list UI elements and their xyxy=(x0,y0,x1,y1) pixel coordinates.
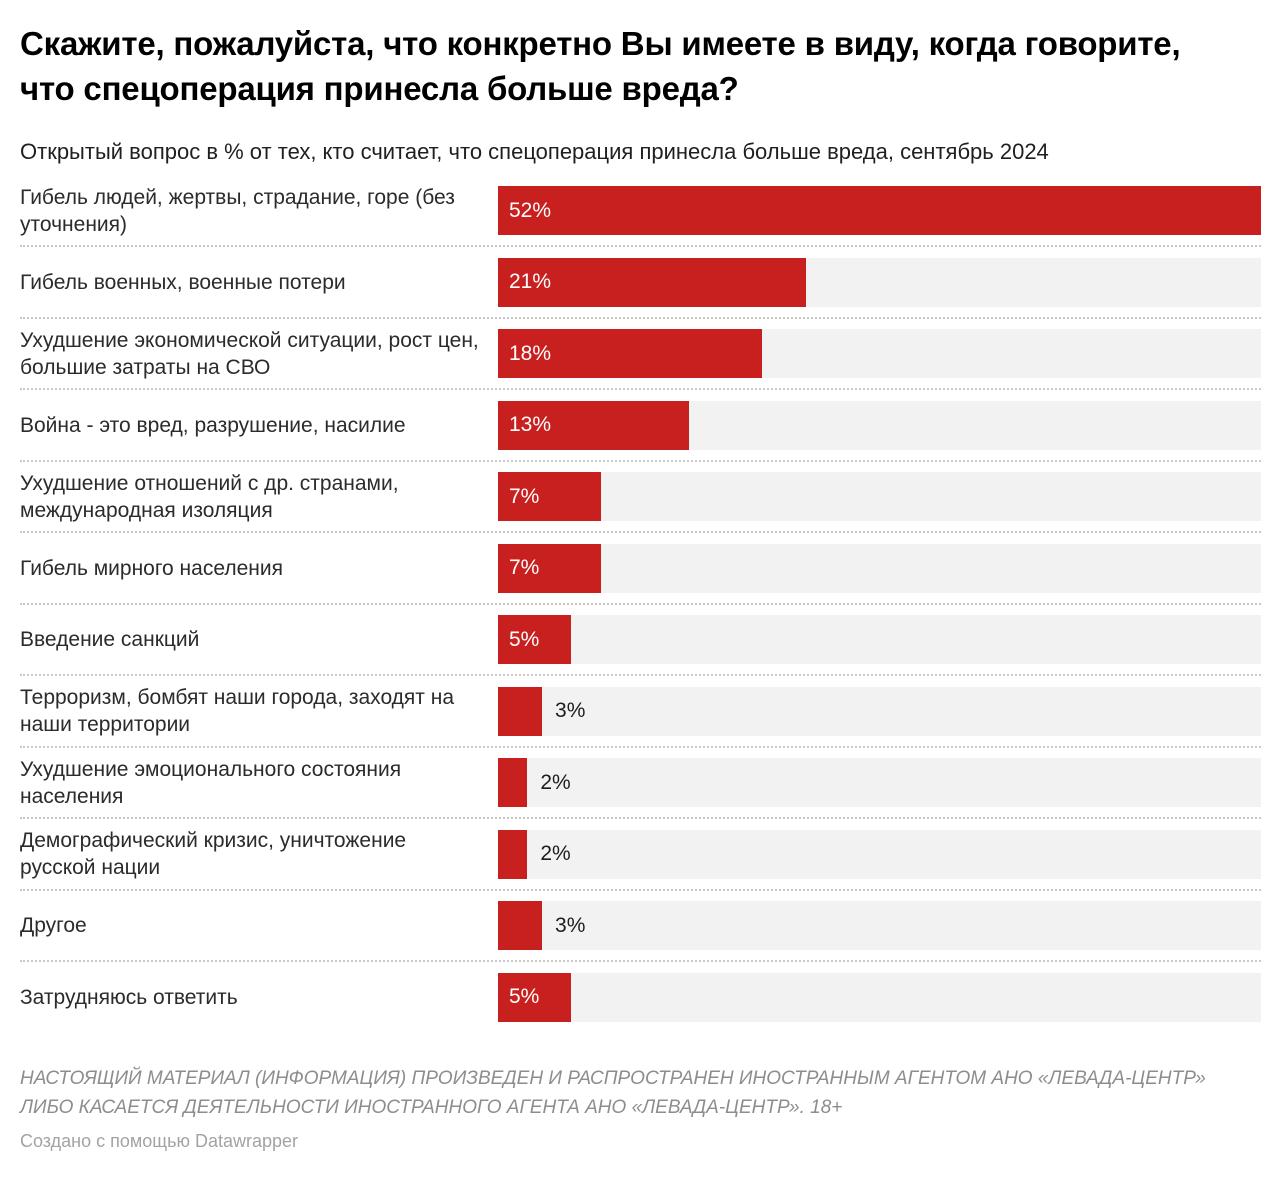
chart-row-inner: Война - это вред, разрушение, насилие 13… xyxy=(20,400,1261,450)
chart-row-inner: Гибель военных, военные потери 21% xyxy=(20,257,1261,307)
value-label: 3% xyxy=(555,913,586,937)
bar-track: 18% xyxy=(498,329,1261,378)
bar-track: 7% xyxy=(498,543,1261,593)
value-label: 2% xyxy=(540,770,571,794)
category-label: Затрудняюсь ответить xyxy=(20,985,238,1009)
category-label: Введение санкций xyxy=(20,628,200,651)
foreign-agent-disclaimer: НАСТОЯЩИЙ МАТЕРИАЛ (ИНФОРМАЦИЯ) ПРОИЗВЕД… xyxy=(20,1068,1206,1118)
category-label: Ухудшение отношений с др. странами, межд… xyxy=(20,471,399,522)
chart-row: Гибель людей, жертвы, страдание, горе (б… xyxy=(20,186,1261,258)
category-label: Гибель военных, военные потери xyxy=(20,270,346,294)
value-label: 2% xyxy=(540,842,571,865)
chart-row: Введение санкций 5% xyxy=(20,615,1261,687)
chart-row-inner: Затрудняюсь ответить 5% xyxy=(20,972,1261,1022)
page: Скажите, пожалуйста, что конкретно Вы им… xyxy=(0,21,1280,1152)
value-label: 21% xyxy=(509,270,552,293)
category-label: Демографический кризис, уничтожение русс… xyxy=(20,829,407,879)
chart-row: Демографический кризис, уничтожение русс… xyxy=(20,829,1261,902)
category-label: Терроризм, бомбят наши города, заходят н… xyxy=(20,686,455,736)
bar xyxy=(498,901,543,950)
chart-row: Терроризм, бомбят наши города, заходят н… xyxy=(20,686,1261,759)
chart-row-inner: Гибель людей, жертвы, страдание, горе (б… xyxy=(20,185,1261,236)
bar xyxy=(498,615,572,664)
chart-row: Гибель военных, военные потери 21% xyxy=(20,257,1261,330)
bar-track: 21% xyxy=(498,257,1261,307)
bar xyxy=(498,686,543,736)
bar-track: 3% xyxy=(498,901,1261,950)
bar xyxy=(498,186,1261,235)
chart-row: Затрудняюсь ответить 5% xyxy=(20,972,1261,1045)
page-subtitle: Открытый вопрос в % от тех, кто считает,… xyxy=(20,139,1049,164)
chart-row: Гибель мирного населения 7% xyxy=(20,543,1261,616)
chart-row: Война - это вред, разрушение, насилие 13… xyxy=(20,400,1261,473)
bar-track: 52% xyxy=(498,186,1261,235)
bar xyxy=(498,972,572,1022)
datawrapper-attribution: Создано с помощью Datawrapper xyxy=(20,1131,299,1151)
bar-track: 7% xyxy=(498,472,1261,521)
value-label: 3% xyxy=(555,699,586,722)
value-label: 18% xyxy=(509,341,552,365)
chart-row-inner: Ухудшение отношений с др. странами, межд… xyxy=(20,471,1261,522)
bar xyxy=(498,758,528,807)
value-label: 13% xyxy=(509,413,552,436)
bar-track: 5% xyxy=(498,972,1261,1022)
bar-track: 2% xyxy=(498,829,1261,879)
bar xyxy=(498,543,601,593)
chart-row-inner: Ухудшение экономической ситуации, рост ц… xyxy=(20,328,1261,379)
bar xyxy=(498,329,763,378)
chart-row-inner: Гибель мирного населения 7% xyxy=(20,543,1261,593)
bar xyxy=(498,472,601,521)
chart-row: Ухудшение экономической ситуации, рост ц… xyxy=(20,329,1261,401)
page-title: Скажите, пожалуйста, что конкретно Вы им… xyxy=(20,25,1181,107)
value-label: 5% xyxy=(509,985,540,1008)
category-label: Ухудшение эмоционального состояния насел… xyxy=(20,757,402,808)
bar-track: 5% xyxy=(498,615,1261,664)
chart-row-inner: Другое 3% xyxy=(20,901,1261,950)
bar-track: 2% xyxy=(498,758,1261,807)
chart-row: Другое 3% xyxy=(20,901,1261,973)
bar xyxy=(498,257,807,307)
bar-track: 3% xyxy=(498,686,1261,736)
category-label: Другое xyxy=(20,914,87,937)
bar-chart: Гибель людей, жертвы, страдание, горе (б… xyxy=(20,186,1261,1044)
value-label: 7% xyxy=(509,556,540,579)
bar-track: 13% xyxy=(498,400,1261,450)
chart-row-inner: Ухудшение эмоционального состояния насел… xyxy=(20,757,1261,808)
value-label: 52% xyxy=(509,198,552,222)
value-label: 5% xyxy=(509,627,540,651)
category-label: Гибель людей, жертвы, страдание, горе (б… xyxy=(20,185,455,236)
category-label: Война - это вред, разрушение, насилие xyxy=(20,413,406,437)
chart-row: Ухудшение эмоционального состояния насел… xyxy=(20,758,1261,830)
chart-row-inner: Терроризм, бомбят наши города, заходят н… xyxy=(20,686,1261,736)
bar xyxy=(498,829,528,879)
category-label: Ухудшение экономической ситуации, рост ц… xyxy=(20,328,479,379)
category-label: Гибель мирного населения xyxy=(20,556,283,580)
bar xyxy=(498,400,689,450)
chart-row-inner: Демографический кризис, уничтожение русс… xyxy=(20,829,1261,879)
value-label: 7% xyxy=(509,484,540,508)
chart-row: Ухудшение отношений с др. странами, межд… xyxy=(20,472,1261,544)
chart-row-inner: Введение санкций 5% xyxy=(20,615,1261,664)
